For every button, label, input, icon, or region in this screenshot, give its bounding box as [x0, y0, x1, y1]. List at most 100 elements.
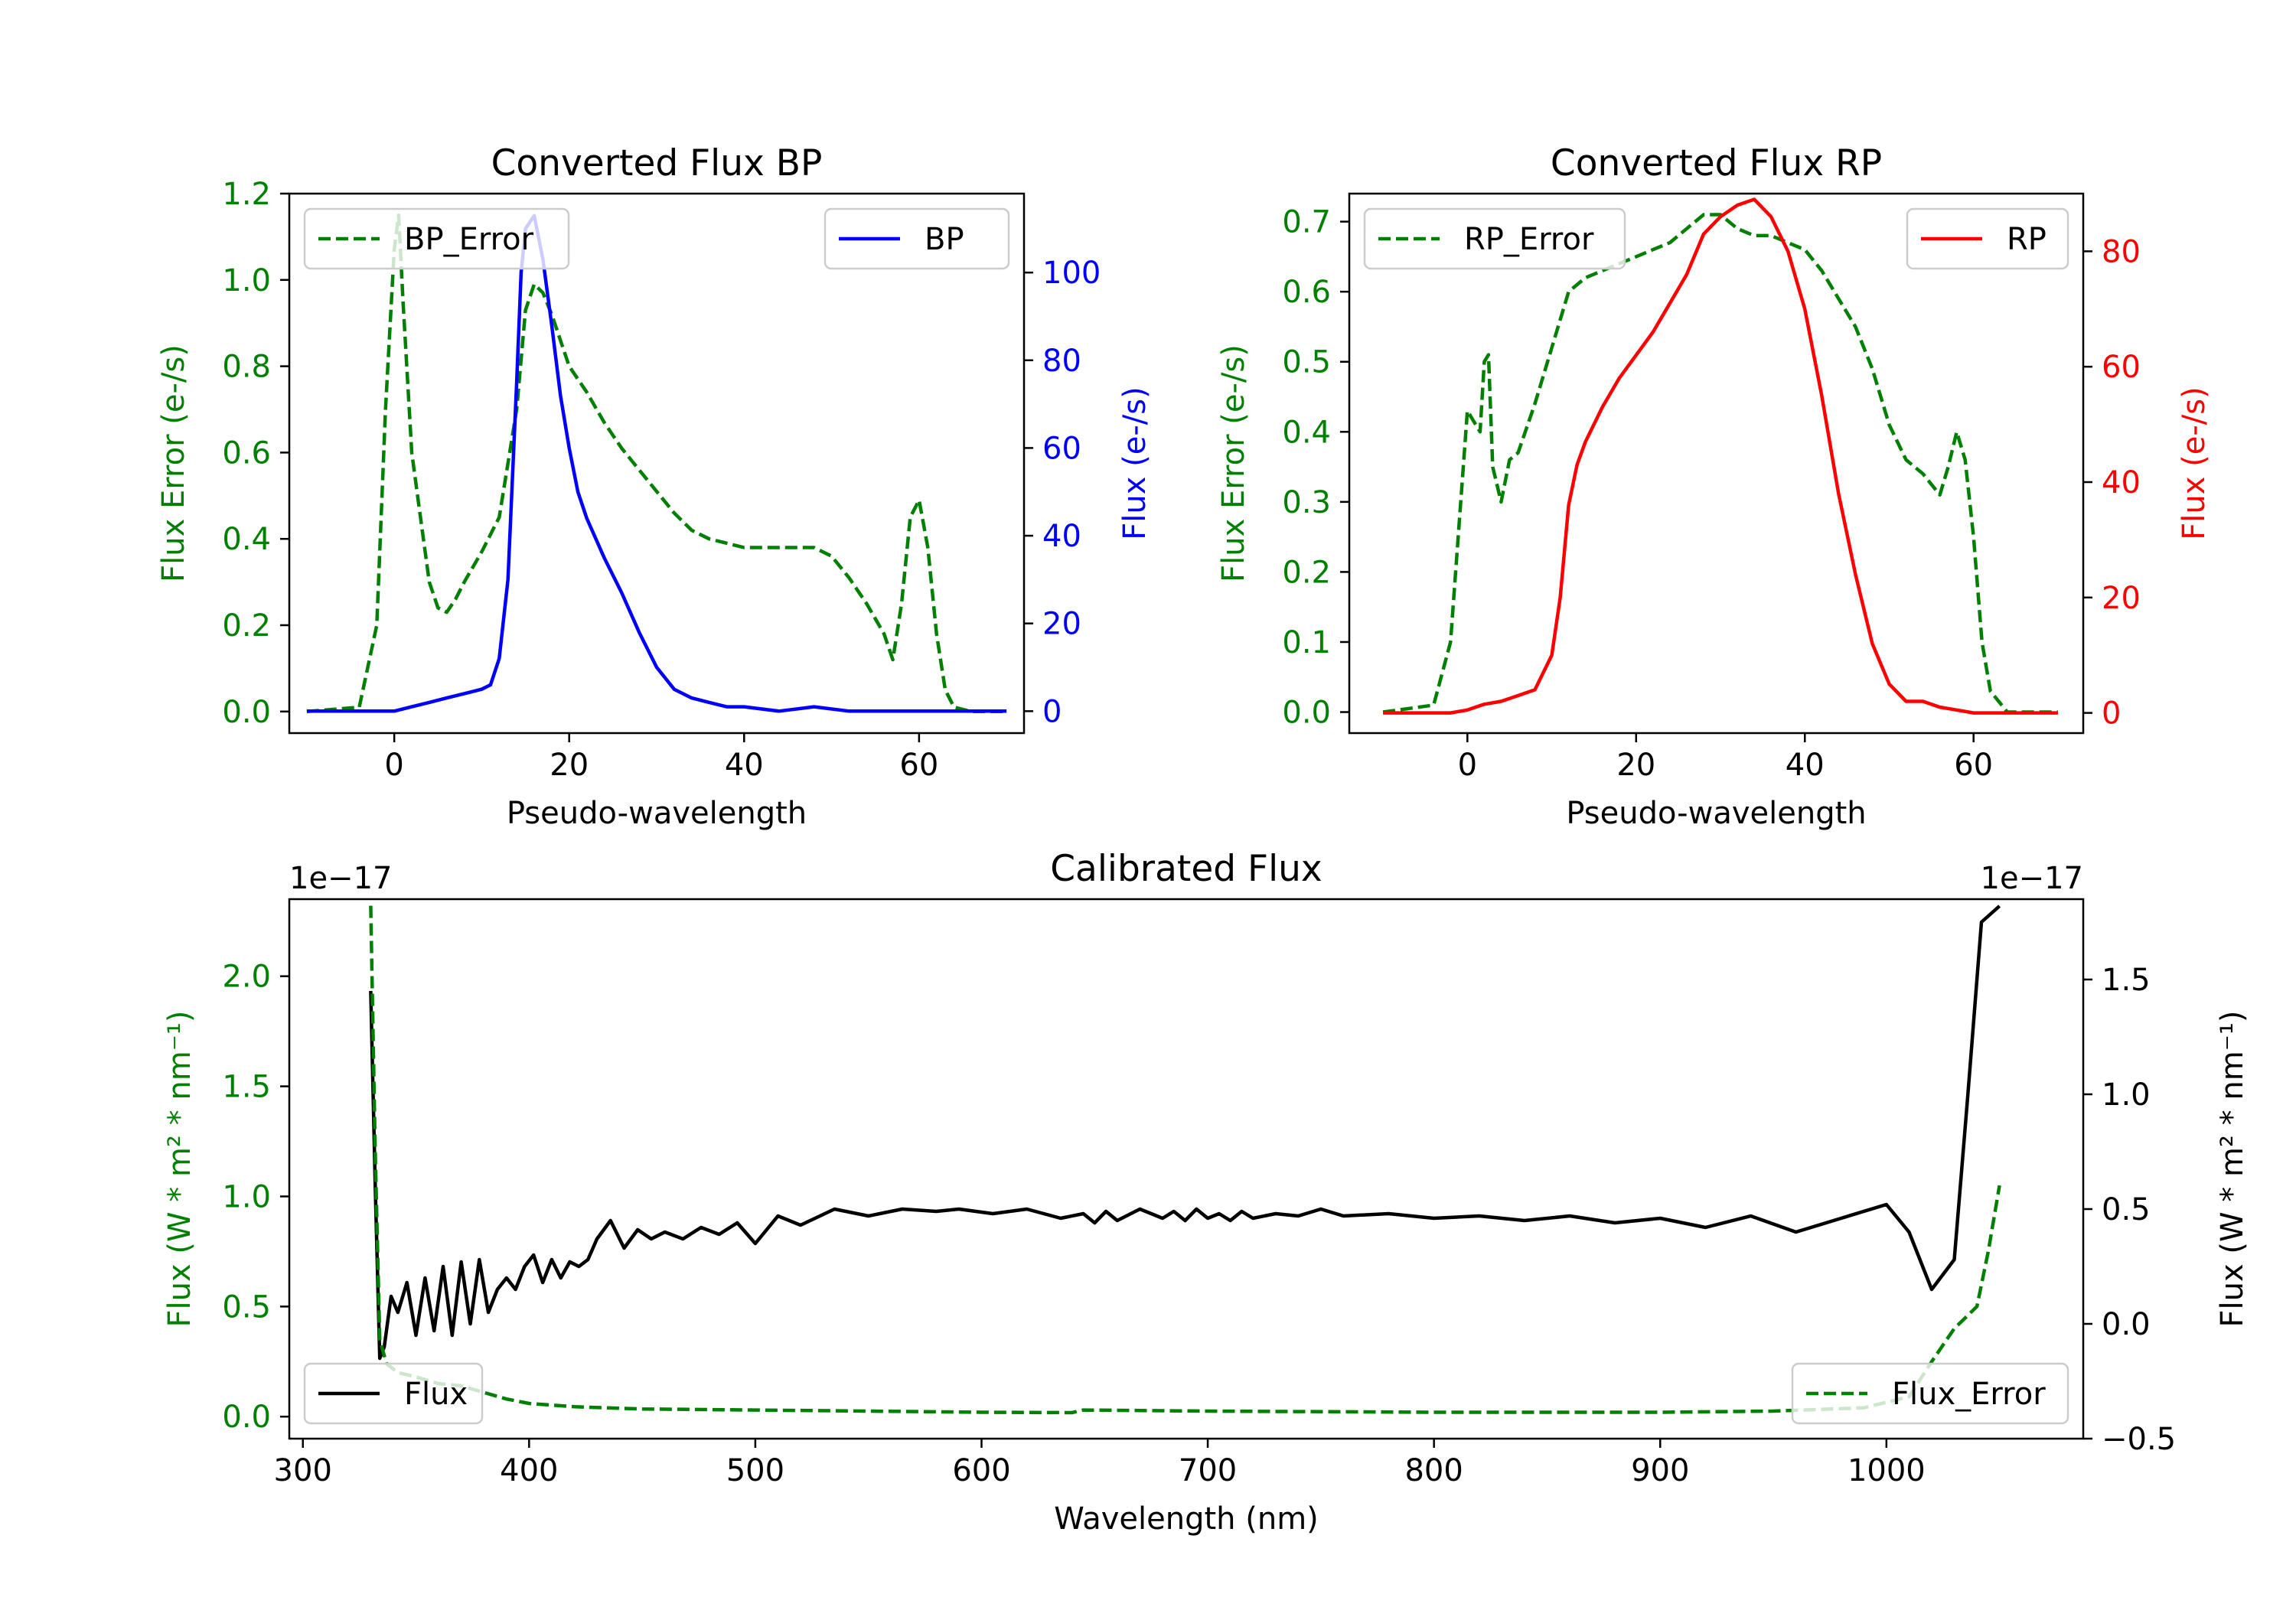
chart-rp: 0 20 40 60 0.0 0.1 0.2 0.3 0.4 0.5 0.6 0.7 0 20 40 60 80… [1216, 142, 2212, 831]
chart-bp: 0 20 40 60 0.0 0.2 0.4 0.6 0.8 1.0 1.2 0 20 40 60 80 100… [156, 142, 1153, 831]
y-right-tick-label: 1.0 [2102, 1077, 2151, 1113]
y-left-tick-label: 0.0 [1282, 696, 1331, 731]
y-left-tick-label: 0.8 [222, 350, 271, 385]
legend-bp: BP [823, 207, 1010, 270]
y-right-tick-label: 0.0 [2102, 1307, 2151, 1342]
legend-label: BP [925, 222, 964, 257]
y-left-axis-label: Flux Error (e-/s) [1216, 344, 1251, 582]
y-left-axis-label: Flux Error (e-/s) [156, 344, 191, 582]
legend-bp-error: BP_Error [303, 207, 570, 270]
y-left-tick-label: 0.5 [1282, 345, 1331, 380]
series-line-bp-error [306, 213, 1007, 714]
legend-label: Flux_Error [1892, 1377, 2046, 1412]
y-left-tick-label: 1.0 [222, 1179, 271, 1214]
x-tick-label: 60 [1954, 748, 1993, 783]
x-axis-label: Pseudo-wavelength [507, 796, 807, 831]
plot-area-cal [369, 905, 2001, 1415]
legend-box [1363, 207, 1626, 270]
plot-frame [288, 192, 1026, 735]
y-right-tick-label: 40 [1042, 519, 1081, 554]
chart-title: Converted Flux RP [1551, 142, 1882, 184]
y-right-tick-label: 60 [2102, 350, 2141, 385]
legend-label: Flux [404, 1377, 468, 1412]
y-left-tick-label: 2.0 [222, 960, 271, 995]
x-tick-label: 60 [899, 748, 938, 783]
y-right-tick-label: 40 [2102, 465, 2141, 500]
y-right-axis-label: Flux (e-/s) [1117, 386, 1153, 539]
y-left-tick-label: 0.5 [222, 1289, 271, 1325]
x-tick-label: 40 [1786, 748, 1825, 783]
plot-frame [288, 898, 2085, 1440]
y-right-tick-label: 20 [1042, 607, 1081, 642]
chart-title: Converted Flux BP [491, 142, 823, 184]
y-left-tick-label: 0.7 [1282, 205, 1331, 240]
y-right-axis-label: Flux (e-/s) [2177, 386, 2212, 539]
offset-text-left: 1e−17 [289, 861, 392, 896]
x-axis-label: Pseudo-wavelength [1566, 796, 1866, 831]
x-tick-label: 500 [726, 1453, 784, 1488]
x-tick-label: 900 [1631, 1453, 1689, 1488]
y-left-tick-label: 0.4 [222, 522, 271, 557]
chart-cal: 300 400 500 600 700 800 900 1000 0.0 0.5 1.0 1.5 2.0… [162, 848, 2250, 1537]
y-right-axis-label: Flux (W * m² * nm⁻¹) [2215, 1011, 2250, 1328]
y-right-tick-label: 0 [2102, 696, 2121, 732]
series-line-rp-error [1382, 213, 2058, 714]
series-line-flux-error [369, 905, 2001, 1415]
legend-box [1791, 1362, 2069, 1425]
y-left-tick-label: 0.2 [222, 608, 271, 644]
x-axis-label: Wavelength (nm) [1054, 1501, 1319, 1537]
series-line-flux [369, 905, 2001, 1361]
y-left-tick-label: 0.6 [222, 435, 271, 471]
y-right-tick-label: 20 [2102, 581, 2141, 616]
y-right-tick-label: 1.5 [2102, 963, 2151, 998]
x-tick-label: 0 [1458, 748, 1477, 783]
x-tick-label: 800 [1404, 1453, 1463, 1488]
plot-area-rp [1382, 197, 2058, 715]
y-right-tick-label: 80 [1042, 344, 1081, 379]
legend-box [303, 207, 570, 270]
x-tick-label: 600 [952, 1453, 1010, 1488]
plot-frame [1348, 192, 2085, 735]
x-tick-label: 300 [274, 1453, 332, 1488]
y-right-tick-label: −0.5 [2102, 1422, 2176, 1457]
x-tick-label: 700 [1179, 1453, 1237, 1488]
plot-area-bp [306, 213, 1007, 714]
series-line-rp [1383, 197, 2058, 715]
legend-box [823, 207, 1010, 270]
y-left-tick-label: 0.3 [1282, 485, 1331, 520]
y-right-tick-label: 80 [2102, 234, 2141, 269]
x-tick-label: 0 [384, 748, 403, 783]
y-left-tick-label: 1.5 [222, 1070, 271, 1105]
offset-text-right: 1e−17 [1981, 861, 2083, 896]
legend-rp: RP [1906, 207, 2069, 270]
y-left-tick-label: 1.0 [222, 263, 271, 298]
legend-rp-error: RP_Error [1363, 207, 1626, 270]
x-tick-label: 40 [725, 748, 764, 783]
y-right-tick-label: 0.5 [2102, 1192, 2151, 1227]
x-tick-label: 400 [500, 1453, 558, 1488]
legend-box [1906, 207, 2069, 270]
y-left-tick-label: 0.0 [222, 695, 271, 730]
legend-box [303, 1362, 484, 1425]
y-left-tick-label: 0.6 [1282, 275, 1331, 310]
x-tick-label: 20 [550, 748, 589, 783]
series-line-bp [306, 214, 1007, 713]
y-left-axis-label: Flux (W * m² * nm⁻¹) [162, 1011, 197, 1328]
y-left-tick-label: 0.1 [1282, 625, 1331, 660]
y-left-tick-label: 0.2 [1282, 555, 1331, 590]
y-right-tick-label: 100 [1042, 256, 1101, 291]
y-right-tick-label: 60 [1042, 431, 1081, 466]
y-left-tick-label: 1.2 [222, 177, 271, 212]
legend-flux-error: Flux_Error [1791, 1362, 2069, 1425]
y-left-tick-label: 0.0 [222, 1400, 271, 1435]
x-tick-label: 20 [1616, 748, 1655, 783]
y-right-tick-label: 0 [1042, 694, 1062, 729]
x-tick-label: 1000 [1848, 1453, 1926, 1488]
legend-label: BP_Error [404, 222, 534, 257]
legend-label: RP [2007, 222, 2047, 257]
chart-title: Calibrated Flux [1050, 848, 1322, 890]
y-left-tick-label: 0.4 [1282, 415, 1331, 450]
legend-label: RP_Error [1464, 222, 1594, 257]
legend-flux: Flux [303, 1362, 484, 1425]
